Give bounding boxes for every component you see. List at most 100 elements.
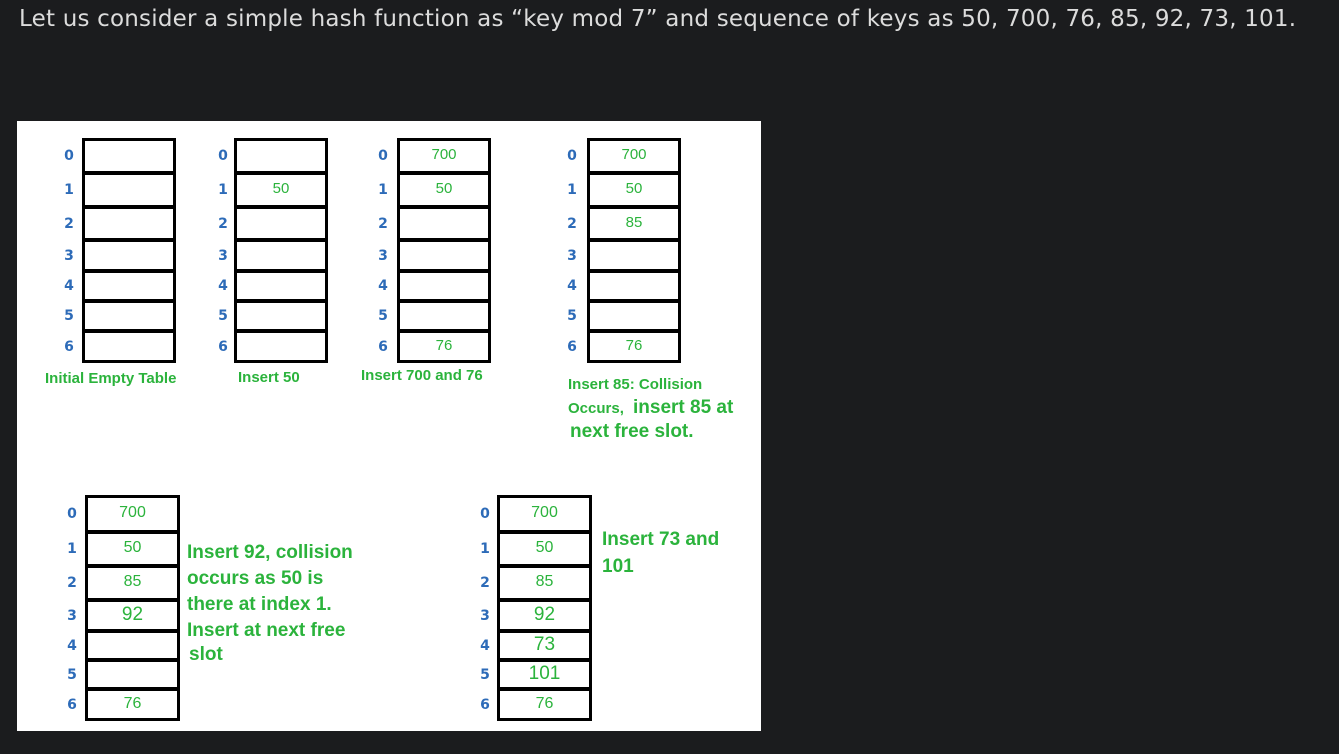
hash-slot: 101	[497, 659, 592, 690]
row-index: 1	[67, 541, 77, 557]
row-index: 5	[67, 666, 77, 683]
row-index: 1	[378, 182, 388, 198]
hash-slot: 76	[587, 330, 681, 363]
caption-initial: Initial Empty Table	[45, 370, 177, 387]
hash-slot	[85, 630, 180, 661]
row-index: 2	[64, 215, 74, 232]
row-index: 3	[480, 607, 490, 624]
row-index: 4	[567, 278, 577, 294]
hash-slot: 85	[587, 206, 681, 241]
caption-insert-92-line1: Insert 92, collision	[187, 542, 353, 563]
row-index: 0	[567, 148, 577, 164]
row-index: 6	[567, 338, 577, 355]
caption-insert-92-line3: there at index 1.	[187, 594, 332, 615]
row-index: 6	[480, 696, 490, 713]
caption-insert-92-line2: occurs as 50 is	[187, 568, 324, 589]
hash-slot: 76	[85, 688, 180, 721]
row-index: 3	[67, 607, 77, 624]
row-index: 2	[567, 215, 577, 232]
hash-slot	[234, 206, 328, 241]
row-index: 2	[218, 215, 228, 232]
hash-slot	[397, 206, 491, 241]
row-index: 4	[378, 278, 388, 294]
row-index: 0	[218, 148, 228, 164]
row-index: 5	[567, 308, 577, 324]
row-index: 6	[67, 696, 77, 713]
row-index: 4	[218, 278, 228, 294]
row-index: 0	[378, 148, 388, 164]
row-index: 2	[480, 575, 490, 591]
hash-slot: 76	[497, 688, 592, 721]
hash-slot	[82, 239, 176, 272]
hash-slot	[82, 300, 176, 332]
hash-slot	[82, 330, 176, 363]
row-index: 1	[218, 182, 228, 198]
row-index: 0	[64, 148, 74, 164]
row-index: 0	[480, 506, 490, 522]
caption-insert-92-line5: slot	[189, 644, 223, 665]
hash-slot: 76	[397, 330, 491, 363]
row-index: 2	[378, 215, 388, 232]
intro-text: Let us consider a simple hash function a…	[19, 6, 1297, 32]
row-index: 1	[64, 182, 74, 198]
hash-slot	[85, 659, 180, 690]
hash-slot: 700	[85, 495, 180, 533]
hash-slot: 50	[587, 172, 681, 208]
hash-slot	[234, 239, 328, 272]
hash-slot: 700	[497, 495, 592, 533]
caption-insert-85-line3: next free slot.	[570, 421, 694, 442]
hash-slot	[234, 138, 328, 174]
row-index: 2	[67, 575, 77, 591]
hash-table-figure: 0 1 2 3 4 5 6 0 1 50 2 3 4 5 6 0 700 1 50 2 3 4 5 6 76 0 700 1 50 2 85…	[17, 121, 761, 731]
hash-slot	[397, 300, 491, 332]
row-index: 4	[67, 637, 77, 654]
caption-insert-73-101-line2: 101	[602, 556, 634, 577]
hash-slot	[82, 270, 176, 302]
hash-slot	[397, 270, 491, 302]
hash-slot: 700	[587, 138, 681, 174]
row-index: 0	[67, 506, 77, 522]
hash-slot: 92	[497, 599, 592, 632]
row-index: 6	[378, 338, 388, 355]
caption-insert-85-line2a: Occurs,	[568, 400, 624, 417]
hash-slot	[82, 138, 176, 174]
hash-slot: 85	[85, 565, 180, 601]
row-index: 5	[480, 666, 490, 683]
row-index: 3	[218, 247, 228, 264]
caption-insert-85-line2b: insert 85 at	[633, 397, 734, 418]
row-index: 3	[567, 247, 577, 264]
row-index: 4	[480, 637, 490, 654]
caption-insert-700-76: Insert 700 and 76	[361, 367, 483, 384]
row-index: 6	[218, 338, 228, 355]
hash-slot: 85	[497, 565, 592, 601]
hash-slot	[587, 239, 681, 272]
hash-slot	[234, 270, 328, 302]
row-index: 5	[64, 308, 74, 324]
caption-insert-92-line4: Insert at next free	[187, 620, 346, 641]
hash-slot	[82, 206, 176, 241]
hash-slot	[234, 330, 328, 363]
hash-slot: 92	[85, 599, 180, 632]
hash-slot: 50	[397, 172, 491, 208]
hash-slot: 50	[85, 531, 180, 567]
row-index: 5	[378, 308, 388, 324]
caption-insert-73-101-line1: Insert 73 and	[602, 529, 720, 550]
row-index: 1	[567, 182, 577, 198]
hash-slot	[82, 172, 176, 208]
caption-insert-50: Insert 50	[238, 369, 300, 386]
hash-slot	[397, 239, 491, 272]
row-index: 4	[64, 278, 74, 294]
row-index: 5	[218, 308, 228, 324]
hash-slot	[234, 300, 328, 332]
row-index: 1	[480, 541, 490, 557]
hash-slot: 73	[497, 630, 592, 661]
row-index: 3	[378, 247, 388, 264]
caption-insert-85-line1: Insert 85: Collision	[568, 376, 703, 393]
hash-slot	[587, 270, 681, 302]
hash-slot: 50	[497, 531, 592, 567]
row-index: 6	[64, 338, 74, 355]
hash-slot	[587, 300, 681, 332]
row-index: 3	[64, 247, 74, 264]
hash-slot: 700	[397, 138, 491, 174]
hash-slot: 50	[234, 172, 328, 208]
